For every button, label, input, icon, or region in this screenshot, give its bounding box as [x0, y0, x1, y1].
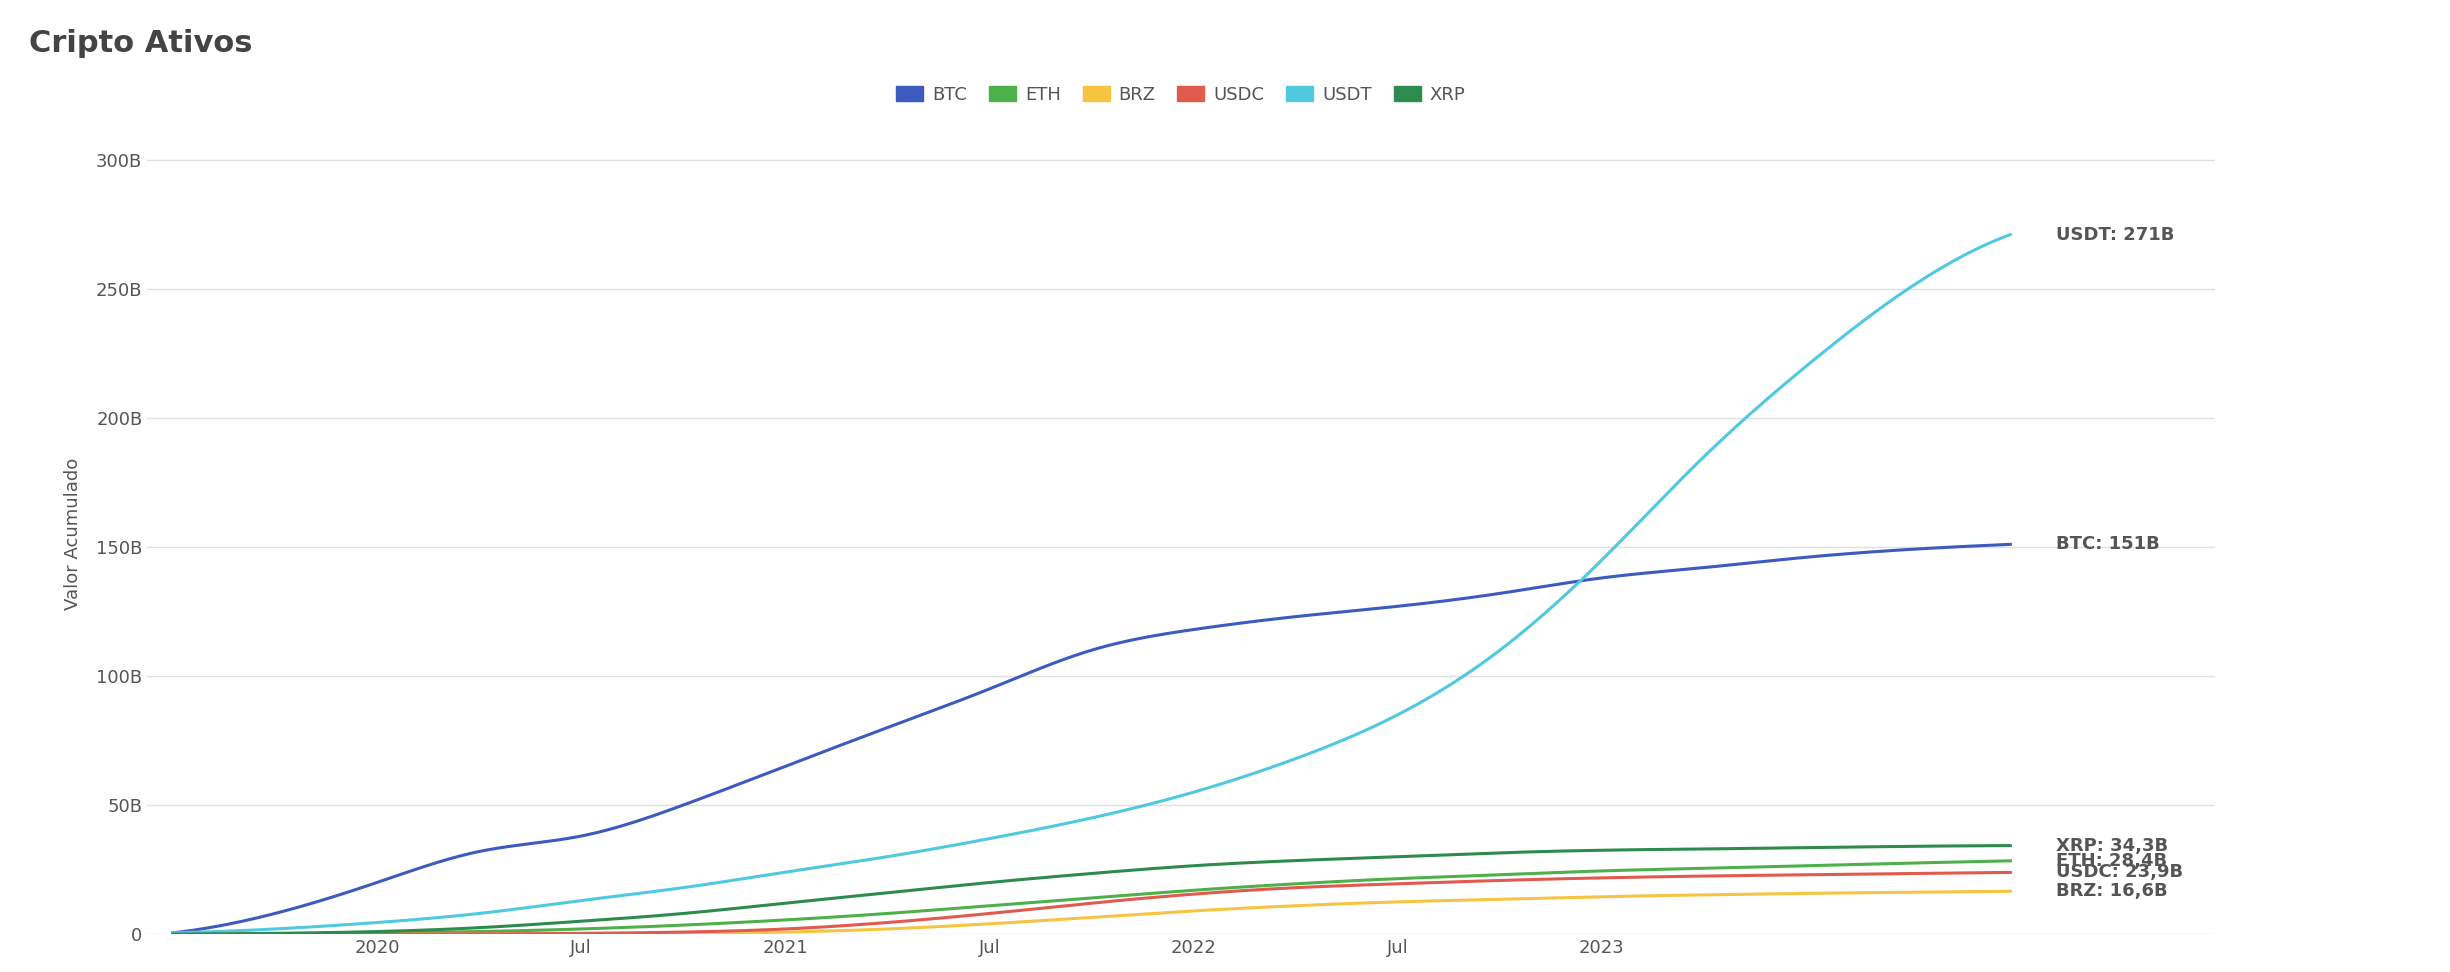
Y-axis label: Valor Acumulado: Valor Acumulado: [64, 458, 81, 610]
Text: BRZ: 16,6B: BRZ: 16,6B: [2056, 883, 2168, 900]
Text: BTC: 151B: BTC: 151B: [2056, 536, 2161, 553]
Text: Cripto Ativos: Cripto Ativos: [29, 29, 252, 58]
Text: ETH: 28,4B: ETH: 28,4B: [2056, 851, 2168, 870]
Text: USDT: 271B: USDT: 271B: [2056, 226, 2176, 244]
Text: USDC: 23,9B: USDC: 23,9B: [2056, 863, 2183, 882]
Legend: BTC, ETH, BRZ, USDC, USDT, XRP: BTC, ETH, BRZ, USDC, USDT, XRP: [889, 79, 1472, 112]
Text: XRP: 34,3B: XRP: 34,3B: [2056, 837, 2168, 854]
